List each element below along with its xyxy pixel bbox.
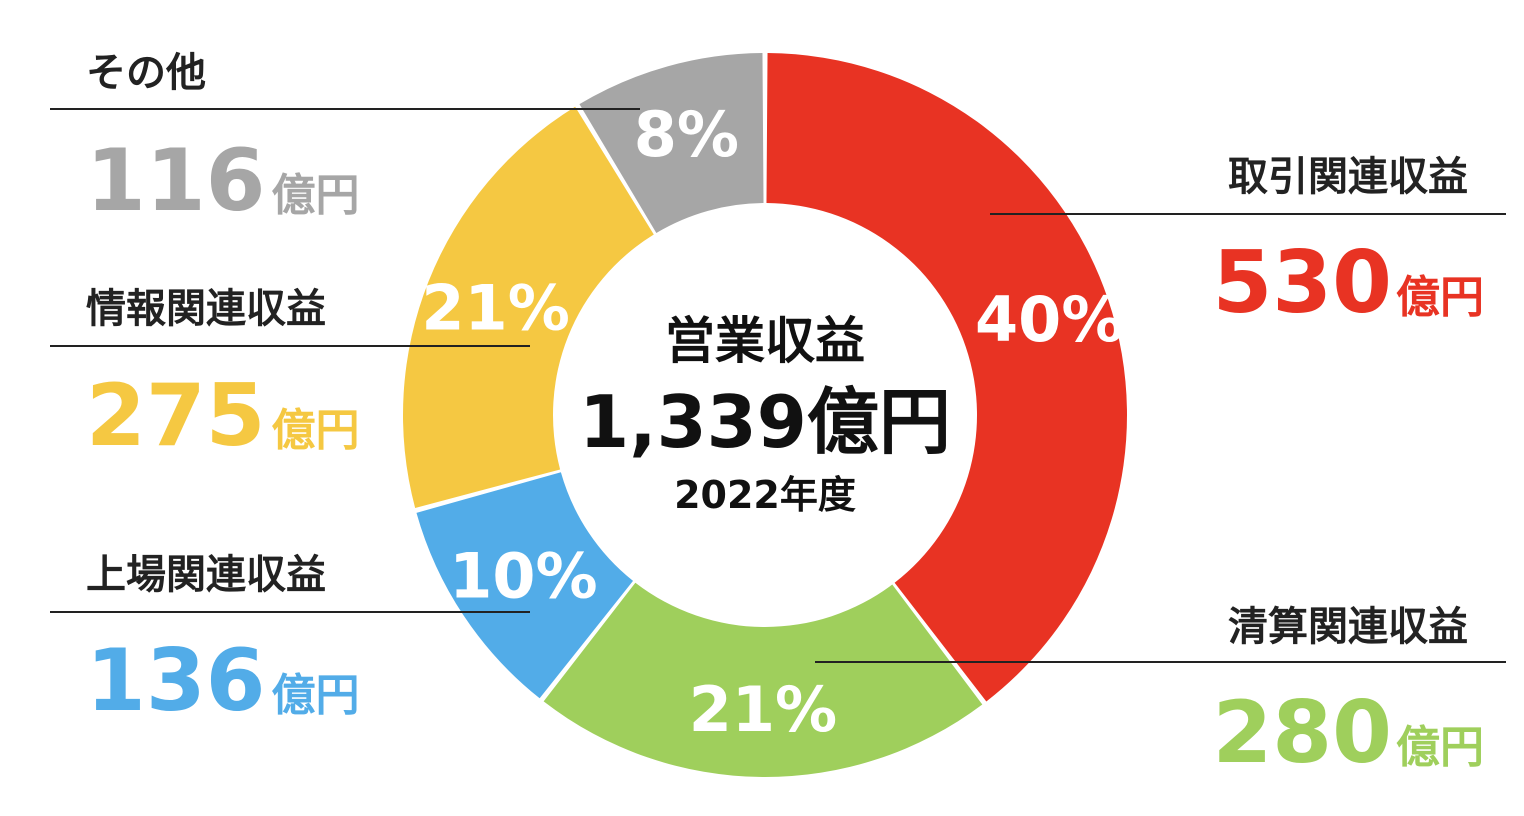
category-unit: 億円	[272, 670, 360, 721]
category-name: 情報関連収益	[86, 286, 326, 332]
center-year: 2022年度	[674, 473, 856, 517]
center-title: 営業収益	[665, 312, 865, 370]
category-name: 取引関連収益	[1228, 154, 1468, 200]
slice-percent-label: 10%	[449, 539, 597, 612]
donut-slice	[416, 472, 634, 699]
category-name: その他	[86, 50, 206, 96]
donut-slice	[543, 582, 983, 778]
donut-slices	[403, 53, 1128, 778]
donut-slice	[403, 106, 654, 508]
category-name: 清算関連収益	[1228, 604, 1468, 650]
slice-percent-label: 8%	[634, 98, 739, 171]
center-total: 1,339億円	[579, 380, 951, 464]
category-unit: 億円	[272, 405, 360, 456]
category-value: 136	[86, 631, 266, 731]
slice-percent-label: 21%	[421, 272, 569, 345]
category-unit: 億円	[1396, 722, 1484, 773]
donut-slice	[579, 53, 764, 233]
category-value: 530	[1212, 233, 1392, 333]
donut-slice	[766, 53, 1128, 702]
slice-percent-label: 40%	[975, 283, 1123, 356]
category-value: 116	[86, 131, 266, 231]
category-value: 280	[1212, 683, 1392, 783]
category-unit: 億円	[1396, 272, 1484, 323]
slice-percent-label: 21%	[689, 673, 837, 746]
category-value: 275	[86, 366, 266, 466]
category-name: 上場関連収益	[86, 552, 326, 598]
leader-lines	[50, 108, 1506, 663]
slice-percent-labels: 40% 21% 10% 21% 8%	[421, 98, 1123, 746]
center-summary: 営業収益 1,339億円 2022年度	[579, 312, 951, 517]
category-unit: 億円	[272, 170, 360, 221]
